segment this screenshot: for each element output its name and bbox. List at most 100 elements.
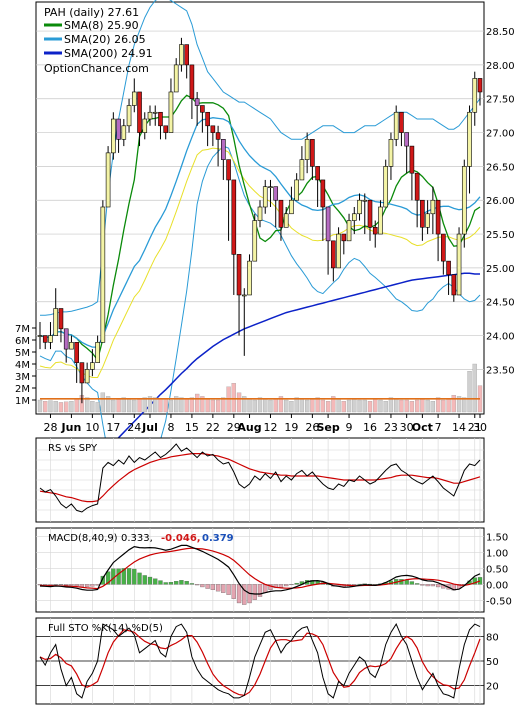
volume-tick-label: 6M — [15, 336, 30, 347]
candle-body — [152, 111, 158, 114]
candle-body — [372, 227, 378, 235]
candle-body — [184, 44, 189, 66]
volume-bar — [346, 399, 352, 413]
macd-histogram-bar — [137, 572, 142, 585]
candle-body — [367, 199, 373, 228]
candle-body — [210, 125, 216, 133]
volume-bar — [357, 399, 362, 413]
macd-histogram-bar — [357, 583, 362, 585]
volume-bar — [163, 398, 168, 413]
date-tick-label: 30 — [473, 421, 487, 434]
macd-tick-label: 0.00 — [486, 580, 508, 591]
candle-body — [226, 159, 231, 181]
macd-histogram-bar — [420, 584, 425, 586]
date-tick-label: Oct — [412, 421, 433, 434]
macd-value: 0.333, — [121, 533, 153, 544]
candle-body — [299, 159, 305, 181]
macd-histogram-bar — [105, 571, 111, 585]
volume-bar — [74, 398, 79, 413]
volume-bar — [221, 397, 226, 413]
volume-bar — [257, 397, 263, 413]
volume-bar — [467, 371, 472, 413]
volume-bar — [441, 399, 446, 413]
macd-hist-value: 0.379 — [202, 533, 234, 544]
candle-body — [241, 294, 247, 297]
volume-bar — [142, 397, 147, 413]
volume-bar — [378, 399, 383, 413]
volume-bar — [200, 396, 205, 413]
volume-tick-label: 4M — [15, 360, 30, 371]
candle-body — [310, 139, 315, 167]
candle-body — [441, 233, 446, 262]
candle-body — [84, 369, 90, 384]
date-tick-label: 9 — [346, 421, 353, 434]
volume-bar — [121, 397, 126, 413]
candle-body — [362, 199, 368, 202]
macd-histogram-bar — [289, 584, 294, 586]
volume-bar — [388, 397, 394, 413]
macd-histogram-bar — [189, 583, 195, 585]
volume-bar — [90, 401, 95, 413]
date-tick-label: 26 — [305, 421, 319, 434]
candle-body — [262, 186, 268, 208]
candle-body — [137, 91, 142, 133]
price-tick-label: 27.50 — [486, 95, 515, 106]
volume-bar — [284, 399, 289, 413]
macd-line — [39, 544, 481, 595]
candle-body — [320, 179, 326, 208]
date-tick-label: 15 — [185, 421, 199, 434]
sma20-line — [39, 117, 481, 348]
volume-bar — [184, 398, 189, 413]
volume-bar — [116, 398, 121, 413]
volume-bar — [194, 393, 200, 413]
macd-histogram-bar — [90, 584, 95, 587]
macd-histogram-bar — [37, 584, 43, 586]
volume-bar — [168, 399, 174, 413]
volume-tick-label: 1M — [15, 396, 30, 407]
candle-body — [289, 199, 294, 215]
sma200-legend-label: SMA(200) 24.91 — [64, 47, 153, 60]
volume-bar — [310, 398, 315, 413]
volume-bar — [341, 401, 346, 413]
candle-body — [53, 308, 59, 336]
candle-body — [200, 105, 205, 113]
volume-bar — [315, 397, 320, 413]
candle-body — [315, 166, 320, 181]
volume-bar — [137, 398, 142, 413]
candle-body — [294, 179, 299, 201]
volume-bar — [58, 402, 64, 413]
volume-bar — [252, 399, 257, 413]
macd-histogram-bar — [116, 568, 121, 585]
price-tick-label: 25.50 — [486, 230, 515, 241]
sto-tick-label: 50 — [486, 657, 499, 668]
candle-body — [273, 186, 279, 201]
volume-bar — [472, 363, 477, 413]
candle-body — [325, 206, 331, 242]
macd-histogram-bar — [132, 568, 137, 585]
date-tick-label: 17 — [106, 421, 120, 434]
candle-body — [414, 172, 420, 201]
candle-body — [221, 139, 226, 160]
macd-histogram-bar — [147, 576, 153, 585]
volume-bar — [174, 396, 179, 413]
macd-histogram-bar — [278, 584, 284, 588]
candle-body — [467, 111, 472, 167]
volume-bar — [451, 395, 456, 413]
date-tick-label: 28 — [43, 421, 57, 434]
date-tick-label: 24 — [127, 421, 141, 434]
sto-panel: 80 50 20 Full STO %K(14) %D(5) — [35, 617, 499, 705]
volume-bar — [462, 397, 467, 413]
macd-histogram-bar — [200, 584, 205, 588]
macd-histogram-bar — [242, 584, 247, 605]
candle-body — [357, 199, 362, 215]
volume-bar — [420, 398, 425, 413]
volume-bar — [352, 398, 357, 413]
volume-bar — [362, 399, 367, 413]
rs-title: RS vs SPY — [48, 443, 98, 454]
candle-body — [383, 166, 389, 208]
volume-bar — [43, 401, 48, 413]
volume-bar — [273, 398, 278, 413]
macd-histogram-bar — [425, 584, 430, 587]
volume-bar — [147, 396, 153, 413]
